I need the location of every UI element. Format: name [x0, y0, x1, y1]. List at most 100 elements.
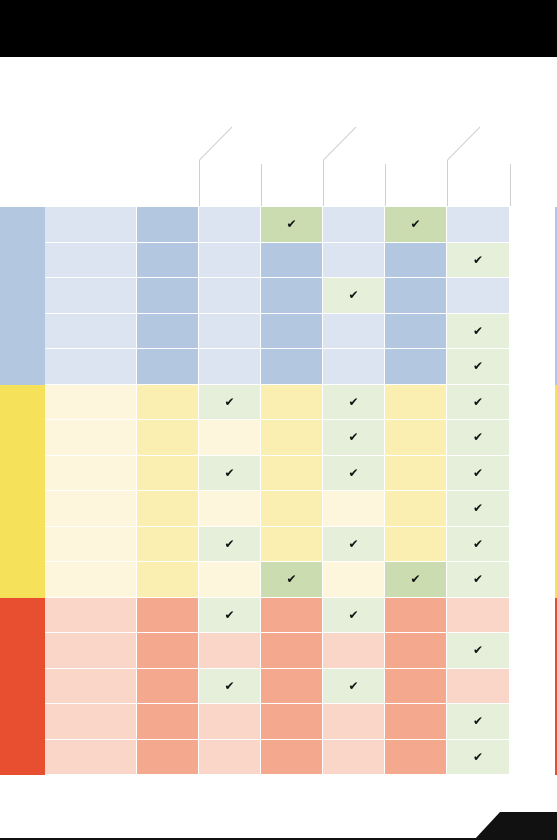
checkmark-cell: ✔ — [199, 668, 261, 704]
table-cell — [385, 526, 447, 562]
check-icon: ✔ — [472, 394, 484, 409]
table-cell — [261, 349, 323, 385]
checkmark-cell: ✔ — [199, 384, 261, 420]
header-diagonal — [323, 126, 357, 161]
table-cell — [137, 242, 199, 278]
table-cell — [199, 633, 261, 669]
checkmark-cell: ✔ — [447, 420, 510, 456]
table-cell — [261, 242, 323, 278]
table-cell — [261, 278, 323, 314]
check-icon: ✔ — [348, 607, 359, 622]
check-icon: ✔ — [472, 323, 484, 338]
table-cell — [385, 349, 447, 385]
table-cell — [385, 384, 447, 420]
checkmark-cell: ✔ — [447, 491, 510, 527]
table-cell — [45, 668, 137, 704]
check-icon: ✔ — [410, 572, 421, 587]
table-cell — [385, 278, 447, 314]
check-icon: ✔ — [224, 465, 235, 480]
table-cell — [199, 562, 261, 598]
checkmark-cell: ✔ — [261, 207, 323, 243]
table-cell — [45, 526, 137, 562]
checkmark-cell: ✔ — [447, 526, 510, 562]
check-icon: ✔ — [472, 572, 484, 587]
checkmark-cell: ✔ — [447, 704, 510, 740]
checkmark-cell: ✔ — [447, 455, 510, 491]
table-cell — [261, 704, 323, 740]
table-cell — [199, 207, 261, 243]
table-cell — [45, 562, 137, 598]
check-icon: ✔ — [472, 749, 484, 764]
table-cell — [323, 739, 385, 775]
checkmark-cell: ✔ — [447, 384, 510, 420]
table-cell — [385, 242, 447, 278]
check-icon: ✔ — [224, 394, 235, 409]
header-diagonal — [199, 126, 233, 161]
table-cell — [261, 526, 323, 562]
table-cell — [323, 313, 385, 349]
checkmark-cell: ✔ — [323, 597, 385, 633]
checkmark-cell: ✔ — [199, 526, 261, 562]
table-cell — [447, 278, 510, 314]
checkmark-cell: ✔ — [447, 313, 510, 349]
table-cell — [261, 668, 323, 704]
check-icon: ✔ — [472, 643, 484, 658]
table-cell — [199, 349, 261, 385]
table-cell — [137, 633, 199, 669]
table-cell — [45, 207, 137, 243]
table-cell — [45, 739, 137, 775]
check-icon: ✔ — [286, 217, 297, 232]
blue-group-edge-strip — [555, 207, 557, 385]
check-icon: ✔ — [472, 536, 484, 551]
table-cell — [261, 739, 323, 775]
table-cell — [45, 455, 137, 491]
table-cell — [199, 420, 261, 456]
table-cell — [261, 455, 323, 491]
table-cell — [199, 278, 261, 314]
table-cell — [199, 242, 261, 278]
check-icon: ✔ — [348, 430, 359, 445]
check-icon: ✔ — [472, 465, 484, 480]
table-cell — [137, 526, 199, 562]
table-cell — [137, 668, 199, 704]
table-cell — [137, 278, 199, 314]
checkmark-cell: ✔ — [447, 739, 510, 775]
table-cell — [385, 597, 447, 633]
table-cell — [45, 313, 137, 349]
check-icon: ✔ — [472, 501, 484, 516]
bottom-bar — [0, 838, 557, 840]
table-cell — [385, 668, 447, 704]
table-cell — [323, 633, 385, 669]
yellow-group-edge-strip — [555, 384, 557, 598]
checkmark-cell: ✔ — [447, 349, 510, 385]
table-cell — [261, 384, 323, 420]
check-icon: ✔ — [472, 359, 484, 374]
table-cell — [385, 455, 447, 491]
check-icon: ✔ — [472, 430, 484, 445]
table-cell — [137, 207, 199, 243]
table-cell — [45, 278, 137, 314]
table-cell — [45, 349, 137, 385]
table-cell — [45, 420, 137, 456]
checkmark-cell: ✔ — [323, 668, 385, 704]
check-icon: ✔ — [348, 678, 359, 693]
check-icon: ✔ — [348, 465, 359, 480]
table-cell — [137, 455, 199, 491]
checkmark-cell: ✔ — [447, 242, 510, 278]
table-cell — [261, 491, 323, 527]
table-cell — [137, 491, 199, 527]
check-icon: ✔ — [224, 607, 235, 622]
check-icon: ✔ — [224, 536, 235, 551]
table-cell — [385, 704, 447, 740]
table-cell — [137, 739, 199, 775]
table-cell — [45, 633, 137, 669]
table-cell — [137, 313, 199, 349]
table-cell — [45, 704, 137, 740]
table-cell — [323, 491, 385, 527]
check-icon: ✔ — [286, 572, 297, 587]
table-cell — [137, 597, 199, 633]
table-cell — [137, 704, 199, 740]
checkmark-cell: ✔ — [261, 562, 323, 598]
table-cell — [385, 313, 447, 349]
table-cell — [323, 242, 385, 278]
